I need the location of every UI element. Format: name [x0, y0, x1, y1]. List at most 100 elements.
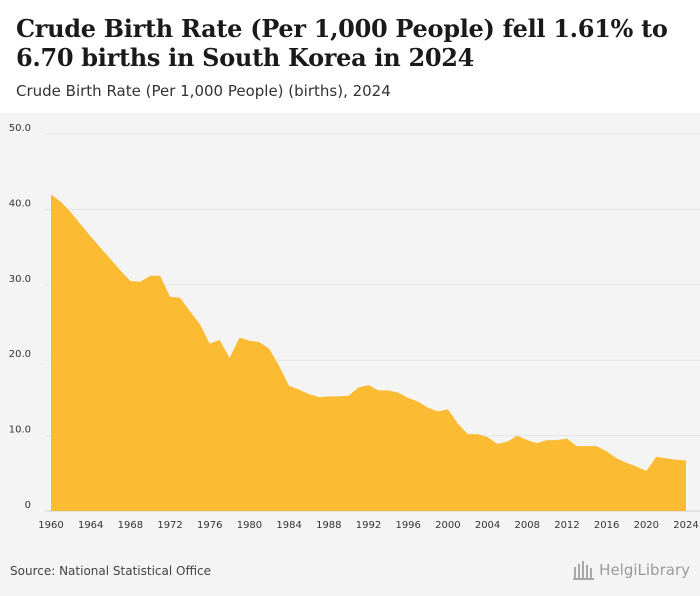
data-point	[565, 437, 569, 441]
x-tick-label: 2004	[475, 520, 500, 531]
data-point	[168, 295, 172, 299]
area-series	[49, 192, 688, 511]
chart-header: Crude Birth Rate (Per 1,000 People) fell…	[0, 0, 700, 113]
data-point	[545, 438, 549, 442]
x-tick-label: 1960	[38, 520, 63, 531]
brand-name: HelgiLibrary	[599, 561, 690, 579]
data-point	[654, 455, 658, 459]
data-point	[287, 384, 291, 388]
data-point	[684, 458, 688, 462]
data-point	[605, 449, 609, 453]
data-point	[624, 461, 628, 465]
data-point	[257, 340, 261, 344]
data-point	[138, 280, 142, 284]
data-point	[486, 435, 490, 439]
source-note: Source: National Statistical Office	[10, 564, 212, 578]
chart-title: Crude Birth Rate (Per 1,000 People) fell…	[16, 14, 668, 72]
data-point	[476, 432, 480, 436]
data-point	[118, 268, 122, 272]
y-tick-label: 10.0	[9, 425, 31, 436]
x-tick-label: 2016	[594, 520, 619, 531]
data-point	[525, 438, 529, 442]
data-point	[247, 339, 251, 343]
data-point	[634, 465, 638, 469]
data-point	[208, 342, 212, 346]
chart-subtitle: Crude Birth Rate (Per 1,000 People) (bir…	[16, 82, 391, 100]
data-point	[277, 364, 281, 368]
x-tick-label: 1972	[157, 520, 182, 531]
data-point	[307, 392, 311, 396]
x-tick-label: 2008	[515, 520, 540, 531]
data-point	[327, 394, 331, 398]
y-tick-label: 20.0	[9, 349, 31, 360]
data-point	[49, 192, 53, 196]
data-point	[128, 279, 132, 283]
data-point	[406, 396, 410, 400]
area-series-fill	[51, 194, 686, 511]
data-point	[188, 309, 192, 313]
x-axis-ticks: 1960 1964 1968 1972 1976 1980 1984 1988 1992 1996…	[38, 520, 698, 531]
data-point	[99, 246, 103, 250]
data-point	[595, 444, 599, 448]
data-point	[386, 388, 390, 392]
data-point	[347, 394, 351, 398]
data-point	[585, 444, 589, 448]
data-point	[337, 394, 341, 398]
x-tick-label: 1968	[118, 520, 143, 531]
data-point	[535, 441, 539, 445]
data-point	[89, 235, 93, 239]
data-point	[198, 322, 202, 326]
data-point	[59, 200, 63, 204]
data-point	[109, 257, 113, 261]
y-axis-ticks: 0 10.0 20.0 30.0 40.0 50.0	[9, 123, 31, 511]
x-tick-label: 1984	[276, 520, 301, 531]
x-tick-label: 1980	[237, 520, 262, 531]
data-point	[79, 222, 83, 226]
data-point	[158, 274, 162, 278]
data-point	[674, 458, 678, 462]
data-point	[575, 444, 579, 448]
x-tick-label: 2012	[554, 520, 579, 531]
data-point	[446, 407, 450, 411]
data-point	[466, 432, 470, 436]
y-tick-label: 30.0	[9, 274, 31, 285]
brand-logo: HelgiLibrary	[573, 560, 690, 580]
data-point	[297, 388, 301, 392]
data-point	[267, 347, 271, 351]
x-tick-label: 1976	[197, 520, 222, 531]
y-tick-label: 40.0	[9, 198, 31, 209]
data-point	[238, 336, 242, 340]
data-point	[69, 210, 73, 214]
x-tick-label: 1996	[395, 520, 420, 531]
data-point	[416, 400, 420, 404]
x-tick-label: 2000	[435, 520, 460, 531]
data-point	[148, 274, 152, 278]
data-point	[436, 409, 440, 413]
data-point	[505, 440, 509, 444]
x-tick-label: 2020	[634, 520, 659, 531]
library-icon	[573, 561, 595, 580]
x-tick-label: 2024	[673, 520, 698, 531]
data-point	[555, 438, 559, 442]
x-tick-label: 1992	[356, 520, 381, 531]
data-point	[644, 469, 648, 473]
data-point	[664, 456, 668, 460]
y-tick-label: 0	[25, 500, 31, 511]
data-point	[495, 442, 499, 446]
data-point	[218, 338, 222, 342]
data-point	[396, 391, 400, 395]
plot-area: 0 10.0 20.0 30.0 40.0 50.0 1960 1964 1968 1972 19…	[0, 113, 700, 596]
data-point	[456, 422, 460, 426]
data-point	[426, 406, 430, 410]
data-point	[357, 385, 361, 389]
data-point	[228, 356, 232, 360]
area-chart: 010.020.030.040.050.0 1960 1964 1968 1972 19…	[9, 123, 700, 531]
x-tick-label: 1988	[316, 520, 341, 531]
data-point	[376, 388, 380, 392]
data-point	[367, 383, 371, 387]
data-point	[615, 456, 619, 460]
data-point	[178, 296, 182, 300]
data-point	[317, 395, 321, 399]
y-tick-label: 50.0	[9, 123, 31, 134]
data-point	[515, 434, 519, 438]
